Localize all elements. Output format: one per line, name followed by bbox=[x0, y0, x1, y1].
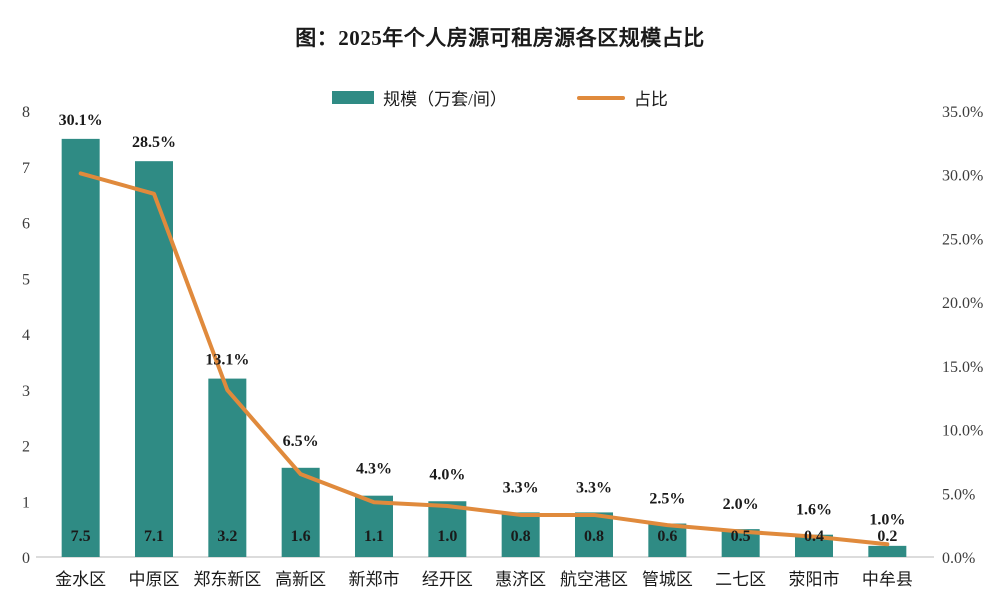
y-axis-right-tick: 10.0% bbox=[942, 423, 983, 440]
bar-value-label: 0.2 bbox=[877, 528, 897, 545]
share-line[interactable] bbox=[78, 171, 890, 547]
bar[interactable] bbox=[281, 467, 320, 557]
y-axis-left-tick: 2 bbox=[22, 439, 30, 456]
y-axis-left-tick: 0 bbox=[22, 550, 30, 567]
bar-value-label: 3.2 bbox=[217, 528, 237, 545]
bar[interactable] bbox=[61, 138, 100, 557]
y-axis-right-tick: 5.0% bbox=[942, 486, 975, 503]
legend-item-scale[interactable]: 规模（万套/间） bbox=[332, 85, 507, 110]
x-axis-category-label: 郑东新区 bbox=[193, 570, 261, 589]
chart-title: 图：2025年个人房源可租房源各区规模占比 bbox=[295, 26, 705, 50]
y-axis-left-tick: 4 bbox=[22, 327, 30, 344]
bar[interactable] bbox=[575, 512, 613, 557]
y-axis-left-tick: 6 bbox=[22, 216, 30, 233]
percent-label: 3.3% bbox=[503, 479, 539, 496]
percent-label: 2.0% bbox=[723, 496, 759, 513]
bar[interactable] bbox=[208, 378, 247, 557]
x-axis-category-label: 中原区 bbox=[129, 570, 180, 589]
bar[interactable] bbox=[648, 523, 687, 557]
bar-value-label: 1.0 bbox=[437, 528, 457, 545]
legend-label-share: 占比 bbox=[633, 90, 668, 109]
percent-label: 28.5% bbox=[132, 134, 176, 151]
chart-legend: 规模（万套/间） 占比 bbox=[0, 85, 1000, 110]
y-axis-left-tick: 8 bbox=[22, 104, 30, 121]
x-axis-category-label: 新郑市 bbox=[349, 570, 400, 589]
x-axis-category-label: 中牟县 bbox=[862, 570, 913, 589]
percent-label: 30.1% bbox=[59, 112, 103, 129]
bar[interactable] bbox=[428, 501, 467, 557]
y-axis-left-tick: 3 bbox=[22, 383, 30, 400]
y-axis-left-tick: 1 bbox=[22, 494, 30, 511]
y-axis-right-tick: 0.0% bbox=[942, 550, 975, 567]
y-axis-right-tick: 25.0% bbox=[942, 231, 983, 248]
bar[interactable] bbox=[135, 161, 173, 558]
percent-label: 1.0% bbox=[869, 511, 905, 528]
bar-value-label: 0.8 bbox=[584, 528, 604, 545]
y-axis-right-tick: 35.0% bbox=[942, 104, 983, 121]
x-axis-category-label: 荥阳市 bbox=[789, 570, 840, 589]
bar-value-label: 1.6 bbox=[291, 528, 311, 545]
x-axis-category-label: 惠济区 bbox=[495, 570, 546, 589]
percent-label: 2.5% bbox=[649, 491, 685, 508]
percent-label: 1.6% bbox=[796, 502, 832, 519]
bar-value-label: 0.6 bbox=[657, 528, 677, 545]
legend-item-share[interactable]: 占比 bbox=[576, 85, 668, 110]
percent-label: 4.3% bbox=[356, 461, 392, 478]
x-axis-category-label: 二七区 bbox=[715, 570, 766, 589]
bar-value-label: 0.4 bbox=[804, 528, 824, 545]
bar[interactable] bbox=[868, 545, 907, 557]
bar-value-label: 7.5 bbox=[71, 528, 91, 545]
percent-label: 4.0% bbox=[429, 466, 465, 483]
bar-value-label: 0.8 bbox=[511, 528, 531, 545]
legend-bar-swatch-icon bbox=[332, 91, 375, 104]
bar-value-label: 0.5 bbox=[731, 528, 751, 545]
x-axis-category-label: 金水区 bbox=[55, 570, 106, 589]
y-axis-left-tick: 7 bbox=[22, 160, 30, 177]
y-axis-right-tick: 15.0% bbox=[942, 359, 983, 376]
legend-label-scale: 规模（万套/间） bbox=[383, 90, 507, 109]
bar-value-label: 7.1 bbox=[144, 528, 164, 545]
y-axis-right-tick: 20.0% bbox=[942, 295, 983, 312]
bar[interactable] bbox=[501, 512, 540, 557]
percent-label: 13.1% bbox=[205, 352, 249, 369]
x-axis-category-label: 管城区 bbox=[642, 570, 693, 589]
bar[interactable] bbox=[795, 534, 833, 557]
percent-label: 6.5% bbox=[283, 433, 319, 450]
y-axis-left-tick: 5 bbox=[22, 271, 30, 288]
bar-value-label: 1.1 bbox=[364, 528, 384, 545]
x-axis-category-label: 航空港区 bbox=[560, 570, 628, 589]
x-axis-category-label: 高新区 bbox=[275, 570, 326, 589]
x-axis-category-label: 经开区 bbox=[422, 570, 473, 589]
y-axis-right-tick: 30.0% bbox=[942, 168, 983, 185]
bar[interactable] bbox=[355, 495, 393, 557]
legend-line-swatch-icon bbox=[576, 95, 625, 100]
percent-label: 3.3% bbox=[576, 479, 612, 496]
